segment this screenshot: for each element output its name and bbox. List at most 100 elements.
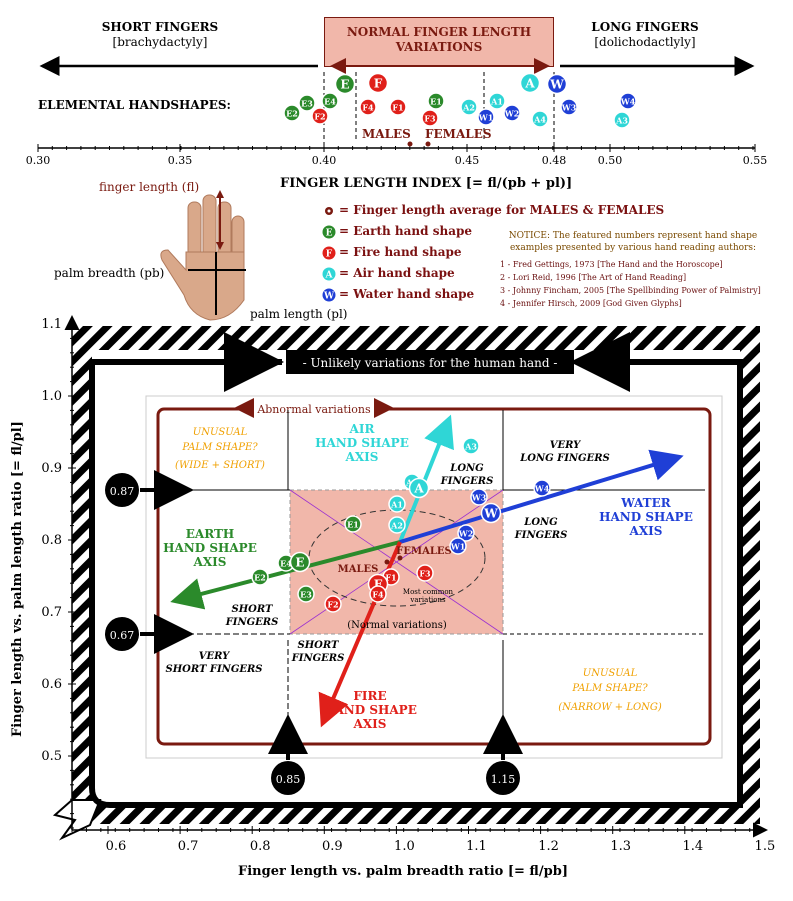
air-icon: A: [322, 267, 336, 280]
most-common-ellipse: [308, 509, 486, 607]
short-fingers-subtitle: [brachydactyly]: [112, 35, 208, 49]
fire-axis-line2: HAND SHAPE: [323, 703, 417, 717]
marker-f2: F2: [324, 595, 342, 613]
marker-w2: W2: [503, 104, 521, 122]
marker-w4: W4: [533, 479, 551, 497]
x-tick-label: 0.6: [106, 839, 127, 854]
svg-text:A1: A1: [390, 500, 403, 510]
y-tick-label: 0.8: [41, 533, 62, 548]
y-tick-label: 0.5: [41, 749, 62, 764]
svg-text:F1: F1: [385, 573, 396, 583]
marker-f1: F1: [389, 98, 407, 116]
x-tick-label: 1.3: [610, 839, 631, 854]
legend-average-text: = Finger length average for MALES & FEMA…: [339, 203, 665, 217]
svg-text:F: F: [374, 578, 383, 592]
svg-text:E3: E3: [301, 99, 313, 109]
short-a-2: FINGERS: [225, 617, 279, 628]
very-short-1: VERY: [199, 651, 230, 662]
marker-w: W: [480, 502, 502, 524]
mark-085: 0.85: [268, 714, 308, 795]
marker-w4: W4: [619, 92, 637, 110]
palm-length-label: palm length (pl): [250, 307, 348, 321]
svg-text:W4: W4: [534, 484, 550, 494]
svg-text:W3: W3: [561, 103, 577, 113]
mark-067: 0.67: [105, 614, 194, 654]
svg-text:F3: F3: [419, 569, 431, 579]
x-tick-label: 0.9: [322, 839, 343, 854]
svg-text:W1: W1: [478, 113, 494, 123]
svg-text:F2: F2: [314, 112, 325, 122]
svg-text:E: E: [340, 78, 349, 92]
svg-text:1.15: 1.15: [491, 773, 516, 786]
hand-illustration: [160, 190, 246, 321]
svg-text:E: E: [295, 556, 304, 570]
svg-text:E2: E2: [254, 573, 266, 583]
reference-list: 1 - Fred Gettings, 1973 [The Hand and th…: [500, 258, 761, 310]
legend-water: W = Water hand shape: [322, 284, 664, 305]
reference-1: 1 - Fred Gettings, 1973 [The Hand and th…: [500, 260, 723, 269]
y-tick-label: 0.9: [41, 461, 62, 476]
svg-text:F4: F4: [362, 103, 374, 113]
index-tick-label: 0.35: [168, 154, 193, 167]
svg-text:W2: W2: [504, 109, 520, 119]
unlikely-label: - Unlikely variations for the human hand…: [303, 356, 558, 370]
marker-w: W: [546, 73, 568, 95]
unlikely-border: [89, 359, 743, 808]
water-axis-line3: AXIS: [629, 524, 663, 538]
unlikely-label-box: [286, 350, 574, 374]
x-tick-label: 0.7: [178, 839, 199, 854]
marker-a: A: [408, 477, 430, 499]
x-tick-label: 1.0: [394, 839, 415, 854]
marker-f3: F3: [416, 564, 434, 582]
females-plot-label: FEMALES: [396, 546, 451, 557]
reference-4: 4 - Jennifer Hirsch, 2009 [God Given Gly…: [500, 299, 682, 308]
y-tick-label: 0.6: [41, 677, 62, 692]
elemental-handshapes-label: ELEMENTAL HANDSHAPES:: [38, 98, 231, 112]
legend-average: = Finger length average for MALES & FEMA…: [322, 200, 664, 221]
marker-f4: F4: [369, 585, 387, 603]
marker-a3: A3: [613, 111, 631, 129]
svg-text:E2: E2: [286, 109, 298, 119]
marker-w2: W2: [457, 524, 475, 542]
unusual-wide-1: UNUSUAL: [193, 427, 248, 438]
y-tick-label: 1.0: [41, 389, 62, 404]
marker-a1: A1: [388, 495, 406, 513]
earth-axis-line3: AXIS: [193, 555, 227, 569]
normal-variations-label: (Normal variations): [347, 620, 447, 631]
y-tick-label: 0.7: [41, 605, 62, 620]
earth-axis-line2: HAND SHAPE: [163, 541, 257, 555]
svg-text:E3: E3: [300, 590, 312, 600]
water-axis-line1: WATER: [620, 496, 671, 510]
svg-text:E4: E4: [280, 559, 292, 569]
svg-text:A4: A4: [533, 115, 546, 125]
abnormal-label: Abnormal variations: [256, 403, 371, 416]
svg-text:F4: F4: [372, 590, 384, 600]
marker-f2: F2: [311, 107, 329, 125]
marker-e4: E4: [277, 554, 295, 572]
long-fingers-header: LONG FINGERS [dolichodactlyly]: [570, 20, 720, 50]
svg-text:W: W: [323, 291, 335, 301]
legend: = Finger length average for MALES & FEMA…: [322, 200, 664, 305]
x-axis-title: Finger length vs. palm breadth ratio [= …: [238, 864, 568, 879]
water-axis-line2: HAND SHAPE: [599, 510, 693, 524]
svg-text:W2: W2: [458, 529, 474, 539]
long-fingers-title: LONG FINGERS: [591, 20, 699, 34]
mark-115: 1.15: [483, 714, 523, 795]
normal-range-box: [324, 17, 554, 67]
marker-e4: E4: [321, 92, 339, 110]
marker-e: E: [289, 551, 311, 573]
males-plot-label: MALES: [338, 564, 379, 575]
svg-text:A: A: [524, 77, 535, 91]
notice-text: NOTICE: The featured numbers represent h…: [508, 231, 758, 253]
svg-text:A: A: [325, 270, 334, 280]
short-fingers-header: SHORT FINGERS [brachydactyly]: [85, 20, 235, 50]
short-fingers-title: SHORT FINGERS: [101, 20, 219, 34]
unusual-wide-3: (WIDE + SHORT): [175, 460, 265, 471]
marker-e1: E1: [344, 515, 362, 533]
marker-e1: E1: [427, 92, 445, 110]
very-long-1: VERY: [550, 440, 581, 451]
long-a-1: LONG: [449, 463, 484, 474]
index-axis-title: FINGER LENGTH INDEX [= fl/(pb + pl)]: [280, 176, 573, 191]
marker-a4: A4: [531, 110, 549, 128]
unusual-narrow-1: UNUSUAL: [583, 668, 638, 679]
